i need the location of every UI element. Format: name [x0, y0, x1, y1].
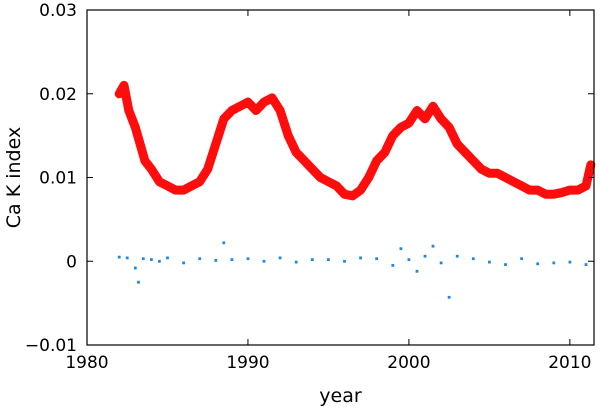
x-tick-label: 2010: [548, 353, 591, 373]
series-1-point: [278, 256, 282, 260]
y-axis-label: Ca K index: [3, 127, 25, 228]
series-1-point: [150, 258, 153, 261]
series-1-point: [471, 257, 475, 261]
series-1-point: [407, 258, 411, 261]
series-0-line: [114, 80, 596, 201]
series-layer: [114, 80, 596, 299]
series-1-point: [415, 269, 419, 273]
ticks-layer: 1980 1990 2000 2010 −0.01 0 0.01 0.02 0.03: [25, 1, 594, 373]
series-1-point: [310, 258, 314, 261]
series-1-point: [504, 263, 507, 266]
series-1-point: [166, 256, 169, 260]
series-1-point: [137, 280, 140, 284]
y-tick-label: 0.02: [39, 85, 77, 105]
x-axis-label: year: [319, 385, 362, 407]
x-tick-label: 2000: [387, 353, 430, 373]
series-1-point: [536, 262, 540, 266]
series-1-point: [359, 256, 362, 260]
series-1-point: [439, 261, 443, 265]
series-1-point: [198, 257, 202, 261]
series-1-point: [375, 257, 379, 261]
series-1-point: [552, 261, 556, 265]
series-1-point: [246, 257, 250, 261]
series-1-point: [117, 255, 121, 259]
series-1-point: [214, 259, 218, 262]
plot-frame: [86, 9, 595, 346]
series-1-point: [158, 259, 161, 263]
series-1-point: [327, 258, 330, 261]
series-1-point: [431, 244, 435, 248]
series-1-point: [230, 258, 234, 261]
y-tick-label: 0: [66, 252, 77, 272]
series-1-point: [455, 254, 459, 258]
series-1-point: [423, 254, 427, 258]
series-1-point: [343, 259, 346, 263]
series-1-point: [447, 295, 451, 299]
y-tick-label: 0.01: [39, 169, 77, 189]
series-1-point: [391, 264, 395, 267]
series-1-point: [584, 263, 588, 266]
series-1-point: [133, 266, 137, 270]
series-1-point: [262, 259, 266, 263]
series-1-point: [141, 257, 145, 261]
series-1-point: [222, 241, 226, 245]
series-1-point: [568, 260, 572, 264]
x-tick-label: 1990: [226, 353, 269, 373]
y-tick-label: 0.03: [39, 1, 77, 21]
series-1-point: [125, 256, 129, 260]
series-1-point: [182, 261, 185, 265]
series-1-point: [294, 260, 298, 264]
series-1-point: [520, 257, 523, 261]
series-1-point: [488, 260, 491, 264]
series-1-point: [399, 247, 403, 251]
x-tick-label: 1980: [65, 353, 108, 373]
y-tick-label: −0.01: [25, 336, 77, 356]
